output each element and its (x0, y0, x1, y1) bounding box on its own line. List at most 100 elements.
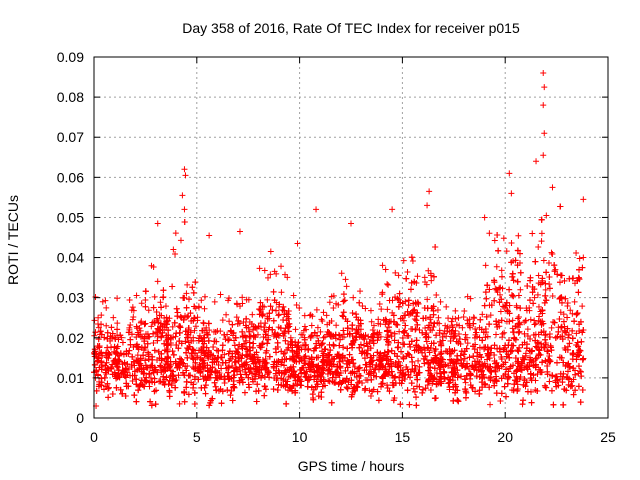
data-point (575, 349, 582, 356)
data-point (535, 340, 542, 347)
data-point (579, 264, 586, 271)
data-point (370, 370, 377, 377)
data-point (132, 368, 139, 375)
data-point (92, 348, 99, 355)
data-point (122, 393, 129, 400)
data-point (263, 364, 270, 371)
data-point (462, 363, 469, 370)
data-point (349, 391, 356, 398)
data-point (429, 380, 436, 387)
data-point (388, 347, 395, 354)
data-point (164, 361, 171, 368)
data-point (229, 397, 236, 404)
data-point (168, 367, 174, 374)
data-point (296, 346, 303, 353)
data-point (483, 313, 490, 320)
data-point (543, 269, 550, 276)
data-point (330, 342, 337, 349)
data-point (131, 392, 138, 399)
data-point (104, 329, 111, 336)
data-point (119, 390, 126, 397)
data-point (476, 344, 483, 351)
data-point (176, 355, 183, 362)
data-point (462, 379, 469, 386)
data-point (544, 348, 551, 355)
data-point (348, 377, 355, 384)
data-point (401, 341, 408, 348)
data-point (505, 337, 512, 344)
data-point (141, 344, 148, 351)
data-point (438, 349, 445, 356)
data-point (459, 324, 466, 331)
data-point (527, 277, 534, 284)
data-point (516, 344, 523, 351)
data-point (221, 351, 228, 358)
data-point (445, 362, 452, 369)
data-point (311, 376, 318, 383)
data-point (198, 384, 205, 391)
data-point (453, 360, 460, 367)
data-point (146, 371, 153, 378)
data-point (512, 257, 519, 264)
data-point (345, 358, 352, 365)
data-point (300, 364, 307, 371)
data-point (150, 339, 157, 346)
data-point (385, 324, 392, 331)
data-point (542, 292, 549, 299)
data-point (530, 300, 537, 307)
data-point (395, 344, 402, 351)
data-point (349, 340, 356, 347)
data-point (246, 333, 253, 340)
data-point (516, 328, 523, 335)
data-point (573, 311, 580, 318)
data-point (379, 375, 386, 382)
data-point (332, 379, 339, 386)
data-point (553, 359, 560, 366)
data-point (120, 351, 127, 358)
data-point (340, 344, 347, 351)
data-point (153, 387, 160, 394)
data-point (274, 339, 281, 346)
data-point (423, 338, 430, 345)
data-point (212, 383, 219, 390)
data-point (384, 353, 391, 360)
data-point (500, 346, 507, 353)
data-point (258, 374, 265, 381)
data-point (106, 350, 113, 357)
data-point (398, 380, 405, 387)
data-point (535, 350, 542, 357)
data-point (556, 316, 563, 323)
data-point (541, 299, 548, 306)
data-point (536, 313, 543, 320)
data-point (397, 299, 404, 306)
data-point (142, 288, 149, 295)
data-point (204, 368, 211, 375)
data-point (192, 365, 199, 372)
data-point (532, 377, 539, 384)
data-point (517, 305, 524, 312)
data-point (242, 366, 249, 373)
data-point (109, 361, 116, 368)
data-point (187, 310, 194, 317)
data-point (121, 359, 128, 366)
data-point (368, 354, 375, 361)
data-point (182, 338, 189, 345)
data-point (326, 341, 333, 348)
data-point (302, 353, 309, 360)
data-point (176, 361, 183, 368)
data-point (101, 386, 107, 393)
data-point (272, 370, 279, 377)
data-point (577, 399, 584, 406)
data-point (486, 375, 493, 382)
data-point (397, 401, 404, 408)
data-point (498, 273, 505, 280)
data-point (188, 318, 195, 325)
data-point (399, 367, 406, 374)
data-point (381, 349, 388, 356)
data-point (392, 359, 399, 366)
data-point (364, 343, 371, 350)
data-point (558, 354, 565, 361)
data-point (345, 379, 352, 386)
data-point (166, 387, 173, 394)
data-point (218, 365, 225, 372)
